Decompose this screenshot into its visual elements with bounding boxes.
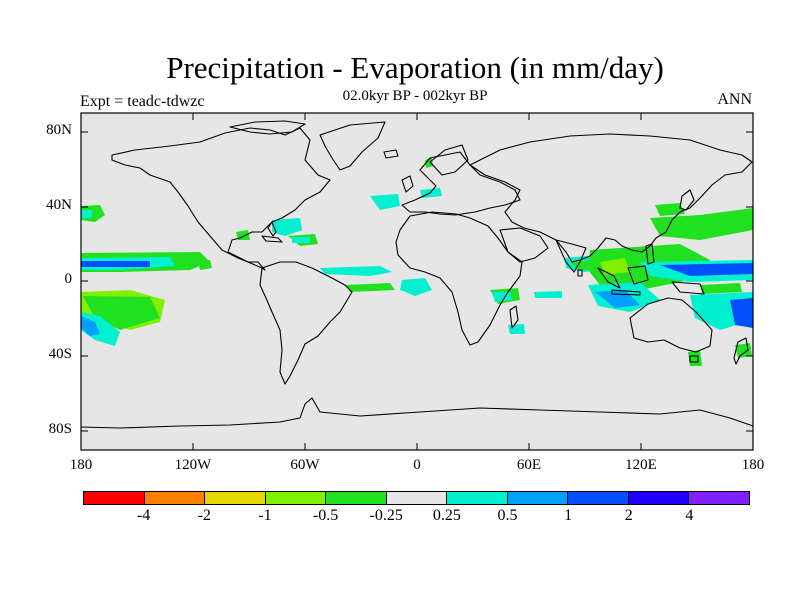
coast-iceland [383, 149, 399, 159]
colorbar-swatch [84, 492, 145, 504]
lat-label-0: 0 [64, 271, 73, 287]
colorbar-label: -2 [197, 507, 211, 524]
patch-sw-pac-blue [730, 298, 753, 328]
colorbar-label: -1 [258, 507, 272, 524]
coast-australia [629, 297, 713, 353]
colorbar-swatch [568, 492, 629, 504]
colorbar-label: 2 [624, 507, 633, 524]
coast-philippines [645, 243, 655, 265]
patch-caribbean-cyan [272, 218, 302, 236]
lon-ticks [192, 113, 642, 450]
coast-arabia [499, 227, 549, 263]
patch-madagascar [508, 324, 525, 334]
colorbar-swatch [628, 492, 690, 504]
patch-carib-small [236, 230, 250, 240]
colorbar-swatch [689, 492, 750, 504]
coastlines [80, 120, 754, 429]
patch-south-pacific-blue [81, 316, 100, 336]
anomaly-patches [81, 158, 753, 366]
coast-india [555, 239, 587, 273]
coast-scandinavia [429, 144, 469, 176]
colorbar-swatch [507, 492, 569, 504]
subtitle: 02.0kyr BP - 002kyr BP [342, 88, 488, 104]
colorbar-label: 1 [564, 507, 573, 524]
patch-indian [534, 291, 562, 298]
coast-britain [401, 175, 414, 193]
coast-europe [401, 151, 521, 216]
colorbar-swatch [386, 492, 448, 504]
patch-wpac-band-blue [660, 263, 753, 276]
colorbar [83, 491, 750, 505]
colorbar-swatch [326, 492, 387, 504]
coast-java [611, 289, 641, 296]
coast-tasmania [689, 355, 699, 363]
patch-atlantic-green [345, 283, 395, 292]
coast-antarctica [80, 397, 754, 429]
patch-sw-pac-green [700, 283, 742, 294]
patch-atlantic-itcz [320, 266, 392, 276]
coast-sri-lanka [577, 269, 583, 277]
patch-npac-cyan [81, 210, 92, 218]
coast-cuba [261, 235, 283, 243]
coast-madagascar [509, 305, 519, 329]
lon-label-180e: 180 [741, 457, 765, 473]
lon-label-60w: 60W [290, 457, 320, 473]
lon-label-120e: 120E [625, 457, 657, 473]
patch-south-pacific-green [83, 296, 160, 330]
season-label: ANN [717, 91, 752, 108]
coast-greenland [319, 121, 386, 171]
patch-north-atlantic [370, 194, 400, 210]
page-title: Precipitation - Evaporation (in mm/day) [166, 50, 664, 85]
patch-atlantic-south [400, 278, 432, 296]
colorbar-label: -0.25 [369, 507, 403, 524]
coast-florida [267, 221, 277, 237]
colorbar-swatch [205, 492, 266, 504]
patch-warmpool-yellowgreen [600, 258, 630, 275]
colorbar-swatch [144, 492, 206, 504]
patch-pacific-itcz-blue [81, 261, 150, 267]
lat-label-80n: 80N [46, 122, 72, 138]
colorbar-label: 0.5 [497, 507, 518, 524]
colorbar-swatch [265, 492, 327, 504]
lat-label-40n: 40N [46, 197, 72, 213]
lon-label-60e: 60E [516, 457, 542, 473]
lon-label-180w: 180 [69, 457, 93, 473]
patch-nw-pac [650, 208, 753, 240]
lat-label-40s: 40S [48, 346, 72, 362]
coast-new-zealand [733, 337, 749, 365]
experiment-label: Expt = teadc-tdwzc [80, 93, 205, 110]
coast-africa [395, 211, 523, 346]
colorbar-swatch [447, 492, 508, 504]
coast-new-guinea [671, 281, 705, 295]
lon-label-0: 0 [413, 457, 421, 473]
patch-nw-pac-2 [655, 203, 685, 216]
lat-label-80s: 80S [48, 421, 72, 437]
patch-mexico [198, 260, 212, 270]
patch-caribbean-cyan2 [292, 237, 310, 243]
coast-south-america [259, 261, 353, 385]
coast-sumatra [597, 267, 621, 289]
lat-ticks [81, 131, 753, 432]
lon-label-120w: 120W [174, 457, 212, 473]
coast-japan [679, 189, 695, 211]
colorbar-label: -0.5 [312, 507, 339, 524]
colorbar-label: -4 [136, 507, 151, 524]
coast-arctic-islands [229, 120, 306, 135]
colorbar-label: 4 [685, 507, 694, 524]
coast-borneo [627, 265, 649, 285]
colorbar-label: 0.25 [432, 507, 461, 524]
